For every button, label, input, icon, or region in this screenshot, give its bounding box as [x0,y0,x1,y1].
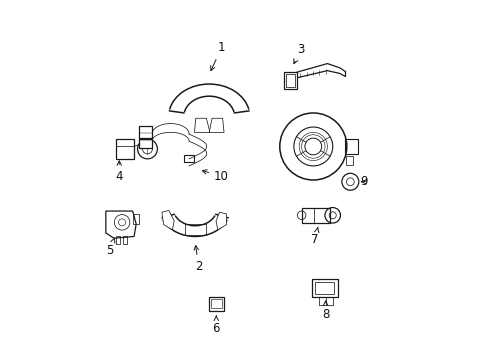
Bar [208,297,224,311]
Bar [314,282,334,294]
Polygon shape [209,118,224,132]
Text: 7: 7 [311,228,318,247]
Text: 3: 3 [293,43,304,64]
Text: 2: 2 [194,246,202,273]
Text: 5: 5 [106,238,115,257]
Bar [139,139,152,148]
Bar [210,299,221,308]
Polygon shape [162,211,174,230]
Text: 8: 8 [321,301,328,321]
Bar [345,139,358,154]
Bar [345,156,352,165]
Bar [285,74,295,87]
Bar [116,237,120,244]
Polygon shape [216,212,226,230]
Bar [284,72,297,89]
Bar [301,207,329,223]
Bar [184,224,205,235]
Text: 10: 10 [202,170,228,183]
Text: 4: 4 [115,161,123,183]
Bar [132,214,139,224]
Text: 6: 6 [212,316,220,335]
Polygon shape [194,118,209,132]
Text: 9: 9 [360,175,367,188]
Bar [116,139,134,159]
Polygon shape [105,211,136,238]
Text: 1: 1 [210,41,225,71]
Bar [139,126,152,138]
Bar [311,279,337,297]
Bar [183,155,193,162]
Bar [122,237,127,244]
